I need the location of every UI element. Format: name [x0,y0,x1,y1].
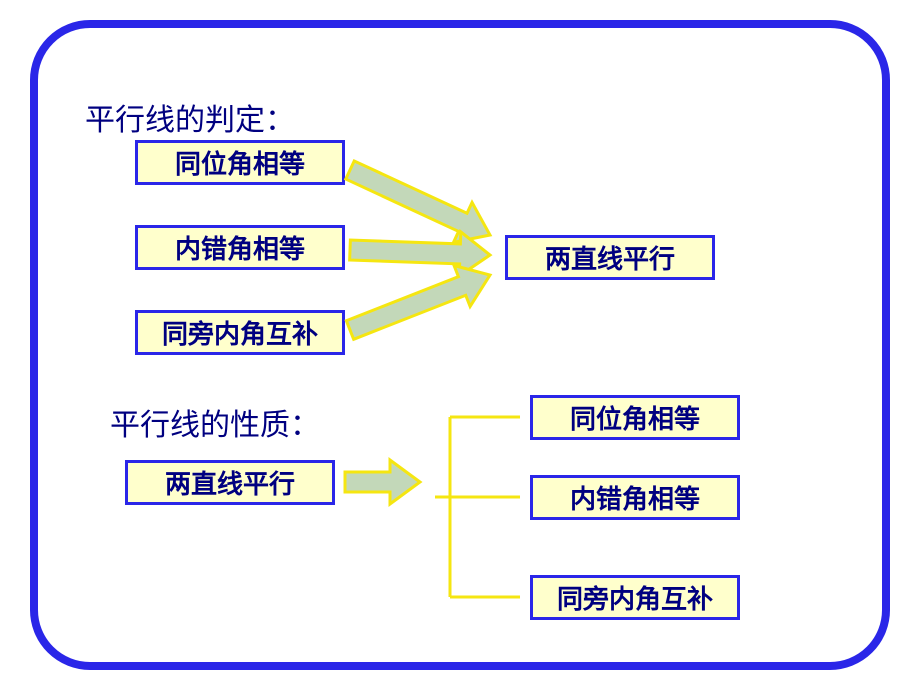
heading-property: 平行线的性质： [110,400,320,444]
box-property-3: 同旁内角互补 [530,575,740,620]
heading-judgement: 平行线的判定： [85,95,295,139]
box-judgement-1: 同位角相等 [135,140,345,185]
box-judgement-2: 内错角相等 [135,225,345,270]
box-property-left: 两直线平行 [125,460,335,505]
box-property-1: 同位角相等 [530,395,740,440]
box-judgement-3: 同旁内角互补 [135,310,345,355]
box-property-2: 内错角相等 [530,475,740,520]
box-judgement-result: 两直线平行 [505,235,715,280]
